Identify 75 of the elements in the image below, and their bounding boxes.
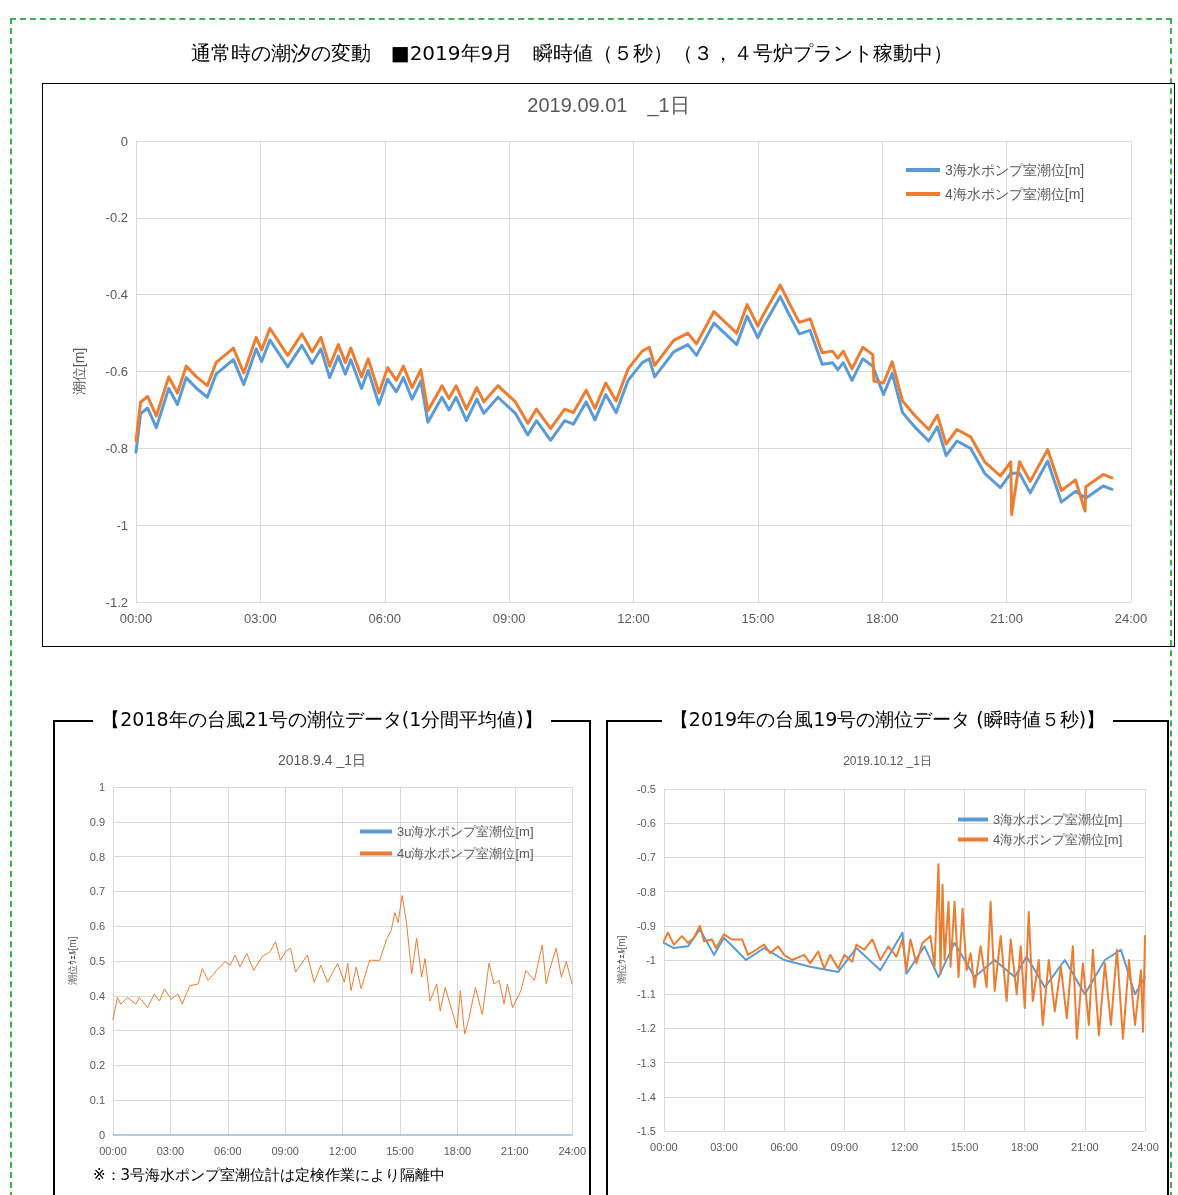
x-tick-label: 03:00	[244, 611, 277, 626]
x-tick-label: 06:00	[770, 1140, 798, 1153]
chart-subtitle: 2019.10.12 _1日	[843, 754, 932, 768]
legend-label: 4u海水ポンプ室潮位[m]	[397, 846, 534, 861]
y-tick-label: -1.5	[636, 1125, 656, 1137]
y-tick-label: -0.5	[636, 783, 656, 795]
chart-subtitle: 2019.09.01 _1日	[527, 94, 690, 117]
x-tick-label: 06:00	[214, 1144, 242, 1157]
chart-title: 【2019年の台風19号の潮位データ (瞬時値５秒)】	[661, 708, 1114, 730]
y-tick-label: 0.8	[89, 850, 105, 863]
x-tick-label: 24:00	[558, 1144, 586, 1157]
y-tick-label: -1.4	[636, 1090, 656, 1103]
y-tick-label: -1	[646, 954, 656, 966]
x-tick-label: 18:00	[443, 1144, 472, 1157]
x-tick-label: 00:00	[650, 1140, 678, 1153]
y-tick-label: -0.8	[636, 885, 656, 898]
x-tick-label: 12:00	[328, 1144, 357, 1157]
x-tick-label: 15:00	[386, 1144, 414, 1157]
x-tick-label: 24:00	[1114, 611, 1148, 626]
x-tick-label: 21:00	[990, 611, 1023, 626]
text: ※：3号海水ポンプ室潮位計は定検作業により隔離中	[93, 1166, 446, 1185]
x-tick-label: 03:00	[156, 1144, 185, 1157]
legend-label: 4海水ポンプ室潮位[m]	[993, 832, 1123, 847]
y-tick-label: 0.1	[89, 1094, 105, 1107]
y-axis-title: 潮位[m]	[71, 347, 87, 396]
x-tick-label: 03:00	[710, 1140, 738, 1153]
x-tick-label: 00:00	[99, 1144, 127, 1157]
x-tick-label: 12:00	[617, 611, 650, 626]
x-tick-label: 09:00	[830, 1140, 859, 1153]
y-tick-label: -1.3	[636, 1056, 656, 1069]
x-tick-label: 09:00	[271, 1144, 299, 1157]
legend-label: 3海水ポンプ室潮位[m]	[945, 162, 1085, 178]
chart-title: 通常時の潮汐の変動 ■2019年9月 瞬時値（５秒）（３，４号炉プラント稼動中）	[189, 40, 955, 67]
line-series	[662, 863, 1146, 1040]
x-tick-label: 21:00	[1071, 1140, 1099, 1153]
y-tick-label: -1.1	[636, 988, 656, 1001]
y-tick-label: -1.2	[105, 594, 128, 610]
y-tick-label: 1	[98, 781, 105, 793]
y-tick-label: 0.9	[89, 815, 105, 828]
x-tick-label: 18:00	[865, 611, 899, 626]
y-tick-label: -0.8	[105, 440, 128, 456]
y-tick-label: 0.6	[89, 920, 105, 933]
y-axis-title: 潮位ｳｪﾙ[m]	[615, 935, 627, 985]
x-tick-label: 12:00	[890, 1140, 919, 1153]
legend-label: 3u海水ポンプ室潮位[m]	[397, 824, 534, 839]
y-tick-label: -0.9	[636, 919, 656, 932]
legend-label: 3海水ポンプ室潮位[m]	[993, 812, 1123, 827]
y-tick-label: 0.2	[89, 1059, 105, 1072]
line-series	[662, 928, 1146, 996]
y-tick-label: -1.2	[636, 1022, 656, 1035]
y-tick-label: 0.7	[89, 885, 105, 898]
y-tick-label: 0	[98, 1129, 105, 1141]
x-tick-label: 00:00	[119, 611, 153, 626]
y-axis-title: 潮位ｳｪﾙ[m]	[66, 936, 78, 986]
x-tick-label: 09:00	[492, 611, 526, 626]
x-tick-label: 06:00	[368, 611, 402, 626]
line-series	[112, 895, 573, 1035]
chart-subtitle: 2018.9.4 _1日	[278, 752, 366, 768]
y-tick-label: 0	[120, 133, 128, 149]
y-tick-label: 0.5	[89, 955, 105, 967]
y-tick-label: -0.6	[636, 817, 656, 830]
y-tick-label: -0.7	[636, 851, 656, 864]
y-tick-label: 0.4	[89, 989, 105, 1002]
chart-title: 【2018年の台風21号の潮位データ(1分間平均値)】	[93, 708, 551, 730]
y-tick-label: 0.3	[89, 1024, 105, 1037]
x-tick-label: 21:00	[501, 1144, 529, 1157]
y-tick-label: -0.2	[105, 210, 128, 226]
x-tick-label: 15:00	[741, 611, 775, 626]
x-tick-label: 24:00	[1131, 1140, 1159, 1153]
x-tick-label: 15:00	[950, 1140, 979, 1153]
y-tick-label: -0.4	[105, 287, 128, 303]
legend-label: 4海水ポンプ室潮位[m]	[945, 186, 1085, 202]
x-tick-label: 18:00	[1010, 1140, 1039, 1153]
y-tick-label: -1	[116, 517, 128, 533]
y-tick-label: -0.6	[105, 364, 128, 379]
